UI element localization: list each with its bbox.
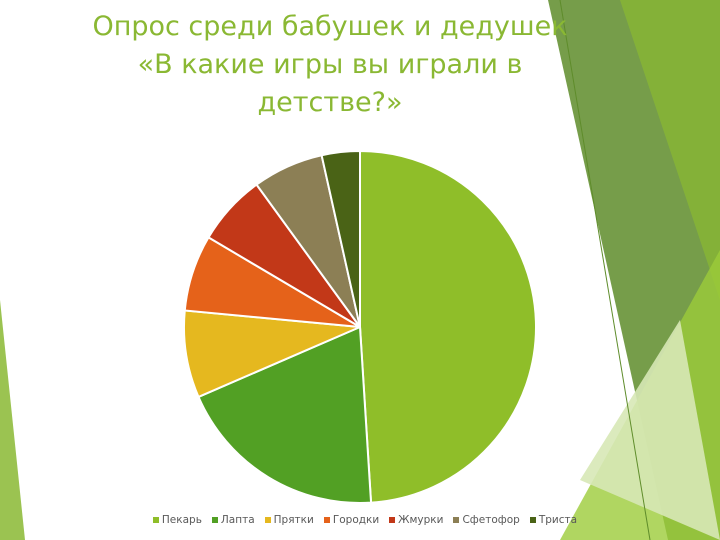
legend-swatch [389,517,396,523]
legend-item: Лапта [211,514,255,526]
legend-item: Жмурки [389,514,443,526]
legend-item: Пекарь [152,514,202,526]
legend-label: Лапта [220,514,255,526]
decor-left-triangle [0,300,25,540]
legend-label: Прятки [273,514,314,526]
legend-label: Жмурки [398,514,444,526]
pie-slice-2 [197,325,373,504]
title-line-2: «В какие игры вы играли в [137,49,523,80]
legend-item: Триста [529,514,578,526]
chart-legend: Пекарь Лапта Прятки Городки Жмурки Сфетофор Тр… [130,514,600,526]
legend-swatch [152,517,159,523]
decor-light-band [620,0,720,300]
decor-thin-line [559,0,651,540]
legend-label: Сфетофор [462,514,520,526]
legend-item: Городки [323,514,380,526]
legend-swatch [529,517,536,523]
legend-item: Прятки [264,514,314,526]
legend-label: Пекарь [161,514,202,526]
legend-item: Сфетофор [453,514,520,526]
legend-swatch [453,517,460,523]
decor-pale-triangle [580,320,720,540]
title-line-3: детстве?» [257,87,403,118]
title-line-1: Опрос среди бабушек и дедушек [92,11,568,42]
pie-slice-7 [320,149,361,328]
legend-label: Городки [332,514,380,526]
pie-slice-1 [359,149,537,504]
legend-swatch [211,517,218,523]
legend-swatch [323,517,330,523]
pie-slice-3 [183,309,361,399]
page-title: Опрос среди бабушек и дедушек «В какие и… [40,8,620,122]
legend-label: Триста [538,514,578,526]
legend-swatch [264,517,271,523]
